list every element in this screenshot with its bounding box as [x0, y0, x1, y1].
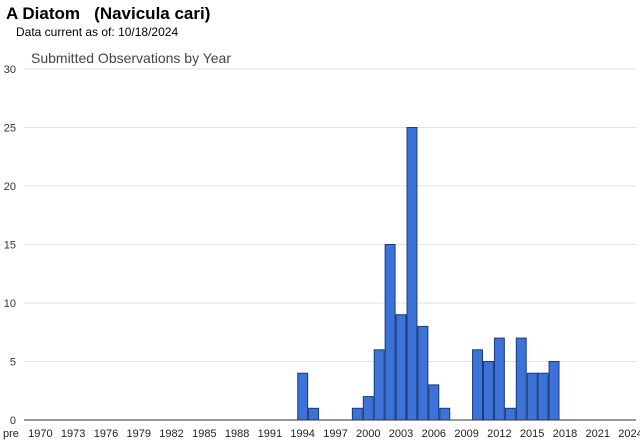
x-tick-label: 2015	[520, 428, 544, 440]
x-tick-label: pre	[3, 428, 19, 440]
y-tick-label: 5	[10, 357, 16, 369]
page-title: A Diatom (Navicula cari)	[6, 4, 211, 23]
bar-2004	[406, 127, 418, 421]
y-tick-label: 0	[10, 415, 16, 427]
bar-2006	[428, 384, 440, 421]
x-tick-label: 2024	[618, 428, 640, 440]
x-tick-label: 1982	[159, 428, 183, 440]
y-tick-label: 20	[4, 181, 16, 193]
chart-gridlines	[24, 68, 636, 362]
x-tick-label: 2021	[586, 428, 610, 440]
x-tick-label: 1997	[323, 428, 347, 440]
bar-2010	[472, 349, 484, 421]
x-tick-label: 1976	[94, 428, 118, 440]
bar-2013	[504, 407, 516, 421]
x-tick-label: 2000	[356, 428, 380, 440]
bar-1999	[351, 407, 363, 421]
y-tick-label: 30	[4, 64, 16, 76]
bar-1995	[308, 407, 320, 421]
y-tick-label: 15	[4, 240, 16, 252]
bar-1994	[297, 372, 309, 421]
x-tick-label: 1988	[225, 428, 249, 440]
x-tick-label: 2003	[389, 428, 413, 440]
bar-2017	[548, 361, 560, 421]
bar-2002	[384, 244, 396, 421]
x-tick-label: 2018	[553, 428, 577, 440]
x-tick-label: 1994	[290, 428, 314, 440]
x-tick-label: 2006	[422, 428, 446, 440]
bar-2007	[439, 407, 451, 421]
data-current-date: 10/18/2024	[118, 25, 179, 39]
y-tick-label: 25	[4, 123, 16, 135]
bar-2015	[526, 372, 538, 421]
bar-2014	[515, 337, 527, 421]
x-tick-label: 1970	[28, 428, 52, 440]
bar-2011	[483, 361, 494, 421]
y-axis-labels: 0 5 10 15 20 25 30	[4, 64, 16, 427]
x-tick-label: 2009	[454, 428, 478, 440]
chart-title: Submitted Observations by Year	[31, 50, 231, 66]
x-tick-label: 2012	[487, 428, 511, 440]
bar-2012	[493, 337, 505, 421]
bar-2005	[417, 325, 429, 421]
bar-2001	[373, 349, 385, 421]
data-current-note: Data current as of: 10/18/2024	[16, 25, 178, 39]
chart-bars	[297, 127, 560, 421]
bar-2000	[362, 396, 374, 421]
x-tick-label: 1985	[192, 428, 216, 440]
y-tick-label: 10	[4, 298, 16, 310]
bar-2003	[395, 314, 407, 421]
bar-2016	[537, 372, 549, 421]
x-tick-label: 1973	[61, 428, 85, 440]
x-tick-label: 1979	[127, 428, 151, 440]
x-axis-labels: pre 1970 1973 1976 1979 1982 1985 1988 1991 1994 1…	[3, 428, 640, 440]
data-current-label: Data current as of:	[16, 25, 115, 39]
x-tick-label: 1991	[258, 428, 282, 440]
